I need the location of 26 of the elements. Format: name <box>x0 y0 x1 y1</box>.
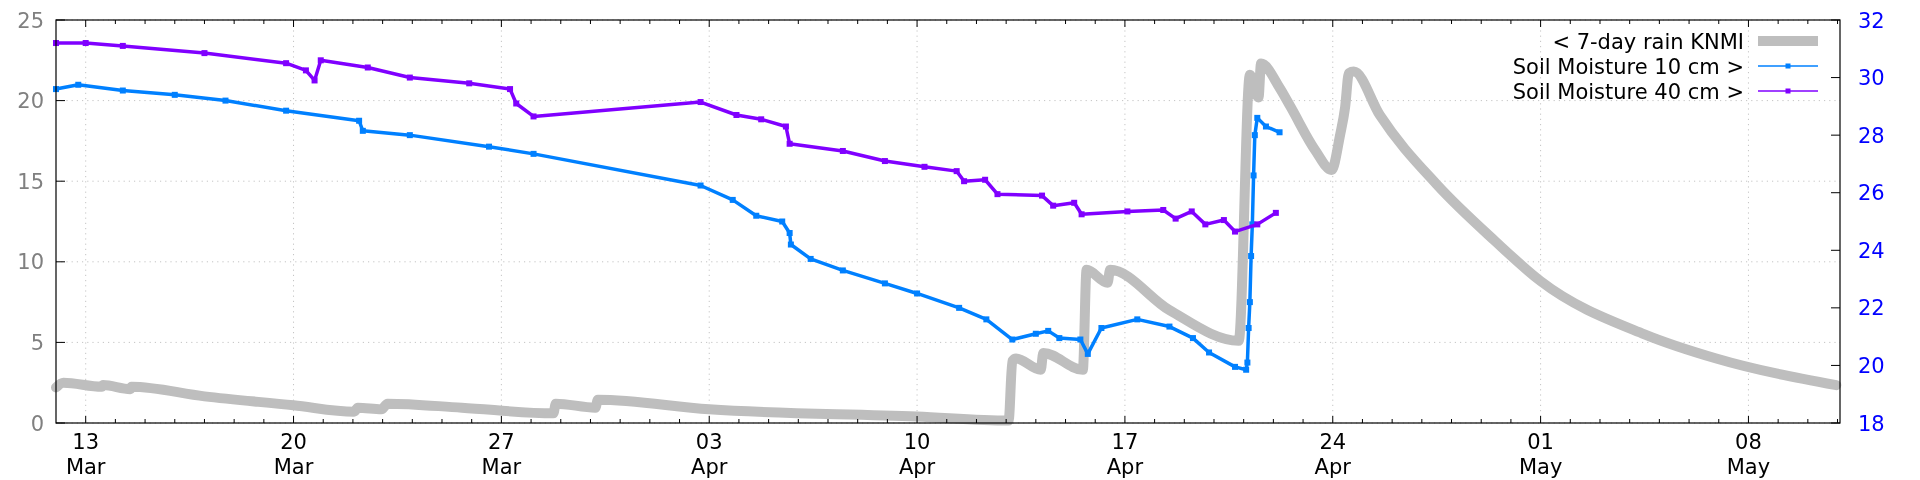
x-tick-label: 27 Mar <box>481 430 522 479</box>
x-tick-label: 24 Apr <box>1314 430 1352 479</box>
y2-tick-label: 18 <box>1858 411 1885 436</box>
y-tick-label: 0 <box>30 411 44 436</box>
y2-tick-label: 26 <box>1858 181 1885 206</box>
x-tick-label: 20 Mar <box>273 430 314 479</box>
legend-label: Soil Moisture 40 cm > <box>1512 79 1744 104</box>
x-tick-label: 17 Apr <box>1106 430 1144 479</box>
y2-tick-label: 22 <box>1858 296 1885 321</box>
x-tick-label: 08 May <box>1726 430 1771 479</box>
y-tick-label: 15 <box>17 169 44 194</box>
y2-tick-label: 32 <box>1858 8 1885 33</box>
x-tick-label: 01 May <box>1518 430 1563 479</box>
y-tick-label: 20 <box>17 89 44 114</box>
y2-tick-label: 30 <box>1858 66 1885 91</box>
legend-label: < 7-day rain KNMI <box>1552 29 1744 54</box>
x-tick-label: 10 Apr <box>898 430 936 479</box>
y2-tick-label: 20 <box>1858 353 1885 378</box>
legend-label: Soil Moisture 10 cm > <box>1512 54 1744 79</box>
x-tick-label: 03 Apr <box>691 430 728 479</box>
y2-tick-label: 24 <box>1858 238 1885 263</box>
y-tick-label: 25 <box>17 8 44 33</box>
x-tick-label: 13 Mar <box>65 430 106 479</box>
y2-tick-label: 28 <box>1858 123 1885 148</box>
y-tick-label: 10 <box>17 250 44 275</box>
y-tick-label: 5 <box>30 330 44 355</box>
